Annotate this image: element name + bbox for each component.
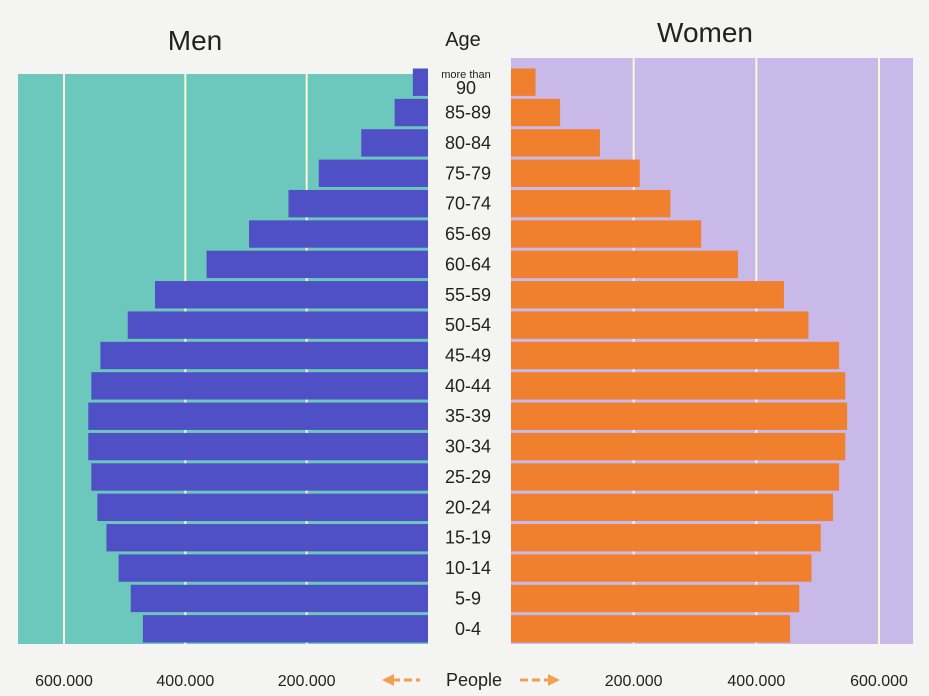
bars xyxy=(88,68,848,643)
bar-women-80-84 xyxy=(511,129,600,157)
bar-women-more-than-90 xyxy=(511,68,536,96)
bar-men-15-19 xyxy=(106,524,428,552)
x-tick-women: 400.000 xyxy=(727,673,785,690)
age-label: 60-64 xyxy=(445,254,491,274)
bar-women-15-19 xyxy=(511,524,821,552)
right-arrow-icon xyxy=(520,674,560,686)
bar-men-25-29 xyxy=(91,463,429,491)
bar-women-35-39 xyxy=(511,402,848,430)
x-tick-men: 200.000 xyxy=(278,673,336,690)
bar-men-50-54 xyxy=(127,311,428,339)
age-label: 5-9 xyxy=(455,588,481,608)
age-label: 65-69 xyxy=(445,224,491,244)
x-tick-women: 200.000 xyxy=(605,673,663,690)
bar-men-55-59 xyxy=(155,281,428,309)
age-labels: 0-4 5-9 10-14 15-19 20-24 25-29 30-34 35-39 40-4… xyxy=(441,69,491,639)
bar-men-40-44 xyxy=(91,372,429,400)
bar-men-0-4 xyxy=(142,615,428,643)
bar-men-85-89 xyxy=(394,98,428,127)
bar-men-45-49 xyxy=(100,341,429,370)
men-title: Men xyxy=(168,25,222,56)
bar-men-10-14 xyxy=(118,554,428,582)
bar-women-40-44 xyxy=(511,372,846,400)
bar-men-30-34 xyxy=(88,432,429,461)
age-axis-title: Age xyxy=(445,29,481,51)
age-label: 40-44 xyxy=(445,376,491,396)
age-label: 25-29 xyxy=(445,467,491,487)
bar-men-60-64 xyxy=(206,250,428,279)
age-label: 45-49 xyxy=(445,346,491,366)
bar-men-70-74 xyxy=(288,189,428,218)
bar-women-60-64 xyxy=(511,250,738,279)
bar-women-65-69 xyxy=(511,220,702,248)
x-axis-label: People xyxy=(446,670,502,690)
age-label: 15-19 xyxy=(445,528,491,548)
bar-women-10-14 xyxy=(511,554,812,582)
bar-women-0-4 xyxy=(511,615,791,643)
bar-men-more-than-90 xyxy=(412,68,428,96)
bar-men-65-69 xyxy=(249,220,428,248)
age-label: 10-14 xyxy=(445,558,491,578)
women-title: Women xyxy=(657,17,753,48)
age-label: 75-79 xyxy=(445,163,491,183)
x-tick-men: 600.000 xyxy=(35,673,93,690)
age-label: 0-4 xyxy=(455,619,481,639)
bar-women-5-9 xyxy=(511,584,800,613)
x-tick-labels: 600.000 400.000 200.000 200.000 400.000 600.0… xyxy=(35,673,908,690)
age-label: 55-59 xyxy=(445,285,491,305)
bar-women-25-29 xyxy=(511,463,840,491)
bar-women-55-59 xyxy=(511,281,784,309)
age-label-bottom: 90 xyxy=(456,78,476,98)
x-tick-men: 400.000 xyxy=(156,673,214,690)
bar-men-20-24 xyxy=(97,493,428,522)
bar-women-75-79 xyxy=(511,159,640,187)
bar-women-70-74 xyxy=(511,189,671,218)
age-label: 50-54 xyxy=(445,315,491,335)
age-label: 80-84 xyxy=(445,133,491,153)
left-arrow-icon xyxy=(382,674,420,686)
age-label: 70-74 xyxy=(445,194,491,214)
bar-women-45-49 xyxy=(511,341,840,370)
age-label: 85-89 xyxy=(445,103,491,123)
bar-women-50-54 xyxy=(511,311,809,339)
x-tick-women: 600.000 xyxy=(850,673,908,690)
age-label: 30-34 xyxy=(445,437,491,457)
age-label-top: more than xyxy=(441,69,491,81)
age-label: 20-24 xyxy=(445,497,491,517)
bar-men-35-39 xyxy=(88,402,429,430)
age-label: 35-39 xyxy=(445,406,491,426)
bar-women-85-89 xyxy=(511,98,561,127)
bar-women-20-24 xyxy=(511,493,833,522)
bar-women-30-34 xyxy=(511,432,846,461)
bar-men-80-84 xyxy=(361,129,428,157)
bar-men-5-9 xyxy=(130,584,428,613)
bar-men-75-79 xyxy=(318,159,428,187)
